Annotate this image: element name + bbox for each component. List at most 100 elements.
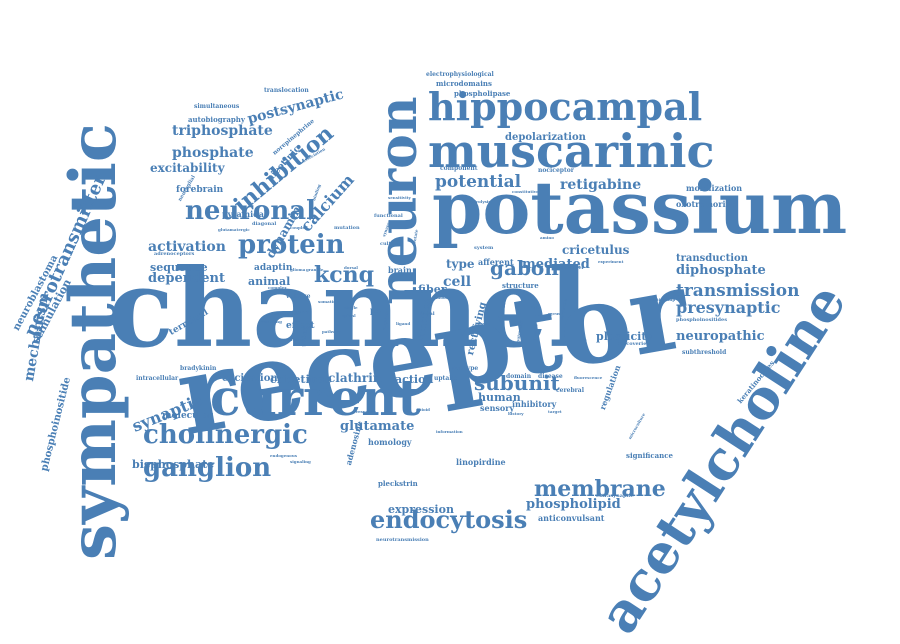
word-pathway: pathway [322,329,341,334]
word-ganglion: ganglion [143,453,272,483]
word-forebrain: forebrain [176,185,224,195]
word-neuronal: neuronal [185,196,317,226]
word-electrophysiological: electrophysiological [426,71,494,78]
word-voltage: voltage [286,293,311,300]
word-homology: homology [368,437,412,447]
word-muscarinic: muscarinic [428,124,715,178]
word-single: single [344,305,358,310]
word-channel: channel [108,246,590,372]
word-cultured: cultured [284,337,304,342]
word-composition: composition [272,311,300,316]
word-dependent: dependent [148,271,225,286]
word-significance: significance [626,451,673,460]
word-phospholipid: phospholipid [526,497,621,512]
word-excitability: excitability [150,161,225,175]
word-brain: brain [388,265,412,275]
word-bradykinin: bradykinin [180,365,217,372]
word-simultaneous: simultaneous [194,103,240,110]
word-glutamatergic: glutamatergic [218,227,250,232]
word-excitation: excitation [222,373,278,384]
word-uptake: uptake [434,375,458,382]
word-turnover: turnover [560,265,585,271]
word-target: target [548,409,562,414]
word-afferent: afferent [478,257,514,267]
word-glutamate: glutamate [340,419,415,434]
word-phospholipase: phospholipase [454,89,511,98]
word-functional: functional [374,213,403,219]
word-opioid: opioid [416,407,430,412]
word-culture: culture [380,241,401,247]
word-system: system [474,245,494,251]
word-amino: amino [540,235,554,240]
word-somatic: somatic [318,299,336,304]
word-neurotransmission: neurotransmission [376,537,429,543]
word-potential: potential [435,172,522,192]
word-activation: activation [148,239,226,255]
word-cholinergic: cholinergic [143,420,308,450]
word-mutation: mutation [334,225,360,231]
word-extrasynaptic: extrasynaptic [596,493,634,499]
word-granule: granule [306,267,324,272]
word-history: history [508,411,524,416]
word-subthreshold: subthreshold [682,349,727,356]
word-cricetulus: cricetulus [562,243,630,257]
word-spinal: spinal [342,313,356,318]
word-retigabine: retigabine [560,177,642,193]
word-linopirdine: linopirdine [456,457,506,467]
word-transmission: transmission [676,281,800,301]
word-hydrolysis: hydrolysis [468,199,491,204]
word-subunit: subunit [474,371,560,395]
word-subtype: subtype [452,365,479,372]
word-pain: pain [370,305,390,315]
word-membrane: membrane [534,476,666,502]
word-gyrus: gyrus [548,311,561,316]
word-diphosphate: diphosphate [676,263,766,278]
word-diagonal: diagonal [252,221,277,227]
word-plasticity: plasticity [596,330,653,343]
word-adrenoceptors: adrenoceptors [154,251,195,257]
word-sensory: sensory [480,403,515,413]
word-complex: complex [268,285,287,290]
word-signaling: signaling [290,459,311,464]
word-mobilization: mobilization [686,183,743,193]
word-presynaptic: presynaptic [676,298,781,317]
word-cell: cell [443,274,472,290]
word-cloud: channel receptor potassium sympathetic acety… [11,71,858,644]
word-structure: structure [502,281,539,290]
word-response: response [356,409,377,414]
word-glioma: glioma [290,267,306,272]
word-coupled: coupled [290,225,308,230]
word-potassium: potassium [432,165,848,250]
word-constitutive: constitutive [512,189,539,194]
word-translocation: translocation [264,87,309,94]
word-microdomains: microdomains [436,79,492,88]
word-disease: disease [538,373,563,380]
word-information: information [436,429,463,434]
word-protein: protein [238,230,345,260]
word-domain: domain [506,373,532,380]
word-current: current [210,368,421,427]
word-fiber: fiber [418,283,447,296]
word-neuropathic: neuropathic [676,329,765,344]
word-pleckstrin: pleckstrin [378,479,418,488]
word-component: component [440,165,478,172]
word-mediated: mediated [522,257,590,272]
word-human: human [478,391,521,404]
word-pyramidal: pyramidal [222,209,267,219]
word-endocytosis: endocytosis [370,505,528,534]
word-hippocampal: hippocampal [428,84,703,129]
word-sequence: sequence [150,261,208,274]
word-inhibitory: inhibitory [512,399,557,409]
word-action: action [395,373,434,386]
word-endogenous: endogenous [270,453,297,458]
word-molecular: molecular [162,411,213,421]
word-type: type [446,257,475,271]
word-bisphosphate: bisphosphate [132,458,215,471]
word-phosphate: phosphate [172,145,254,161]
word-intracellular: intracellular [136,375,179,382]
word-discoveries: discoveries [618,341,650,347]
word-oxotremorine: oxotremorine [676,199,737,209]
word-triphosphate: triphosphate [172,123,273,139]
word-animal: animal [248,275,291,288]
word-expression: expression [388,503,454,516]
